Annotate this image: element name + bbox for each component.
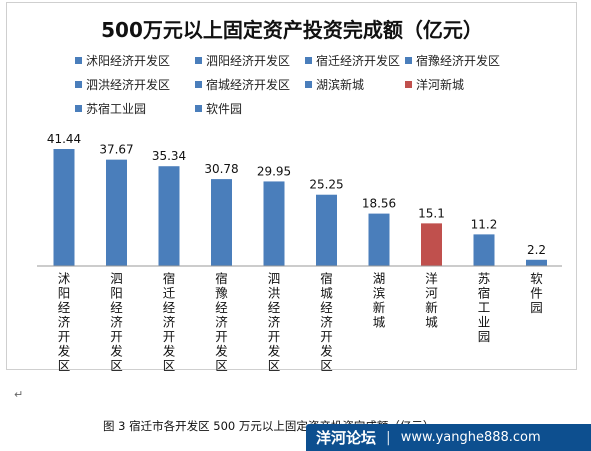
watermark-name: 洋河论坛 [316, 429, 377, 447]
legend-label: 宿豫经济开发区 [416, 53, 500, 68]
legend-swatch [195, 57, 202, 64]
bar [263, 181, 285, 266]
legend-swatch [405, 81, 412, 88]
category-label: 苏宿工业园 [478, 271, 491, 344]
watermark-url: www.yanghe888.com [400, 430, 541, 445]
bar [106, 159, 127, 266]
paragraph-mark: ↵ [14, 388, 24, 401]
legend-label: 洋河新城 [416, 77, 464, 92]
bar [211, 179, 232, 266]
bar-value-label: 15.1 [418, 206, 445, 220]
legend-label: 沭阳经济开发区 [86, 53, 170, 68]
chart-title: 500万元以上固定资产投资完成额（亿元） [101, 18, 483, 42]
legend-swatch [195, 105, 202, 112]
bar [421, 223, 442, 266]
legend-label: 软件园 [206, 102, 242, 116]
legend-swatch [305, 57, 312, 64]
bar-value-label: 30.78 [204, 162, 238, 176]
category-label: 软件园 [530, 271, 543, 315]
bar [316, 194, 337, 266]
bar [368, 213, 390, 266]
legend-label: 宿城经济开发区 [206, 77, 290, 92]
category-label: 宿迁经济开发区 [163, 271, 176, 371]
category-label: 宿豫经济开发区 [215, 271, 228, 371]
value-labels-group: 41.44 37.67 35.34 30.78 29.95 25.25 18.56 15.1 1… [47, 132, 546, 257]
category-label: 宿城经济开发区 [320, 271, 333, 371]
bar-value-label: 11.2 [471, 217, 498, 231]
legend-label: 湖滨新城 [316, 77, 364, 92]
bar-value-label: 35.34 [152, 149, 186, 163]
legend-label: 泗洪经济开发区 [86, 77, 170, 92]
bar [53, 149, 75, 266]
bar [526, 259, 547, 266]
chart-frame: 500万元以上固定资产投资完成额（亿元） 沭阳经济开发区 泗阳经济开发区 宿迁经济开… [6, 2, 577, 371]
legend-swatch [405, 57, 412, 64]
bar-value-label: 2.2 [527, 243, 546, 257]
category-label: 湖滨新城 [373, 271, 386, 330]
legend-swatch [305, 81, 312, 88]
bar-value-label: 25.25 [309, 178, 343, 192]
bar-value-label: 41.44 [47, 132, 81, 146]
bar-value-label: 18.56 [362, 197, 396, 211]
category-labels-group: 沭阳经济开发区 泗阳经济开发区 宿迁经济开发区 宿豫经济开发区 泗洪经济开发区 宿城经济开… [58, 271, 544, 371]
category-label: 洋河新城 [425, 271, 438, 330]
legend-label: 宿迁经济开发区 [316, 53, 400, 68]
category-label: 沭阳经济开发区 [58, 271, 71, 371]
legend-swatch [195, 81, 202, 88]
bar [158, 166, 180, 266]
legend-swatch [75, 81, 82, 88]
bar-value-label: 29.95 [257, 164, 291, 178]
category-label: 泗阳经济开发区 [110, 271, 123, 371]
bar-value-label: 37.67 [99, 143, 133, 157]
legend-label: 苏宿工业园 [86, 101, 146, 116]
bars-group [53, 149, 547, 266]
legend-label: 泗阳经济开发区 [206, 53, 290, 68]
watermark-separator: | [386, 429, 391, 446]
legend-swatch [75, 105, 82, 112]
legend-swatch [75, 57, 82, 64]
category-label: 泗洪经济开发区 [268, 271, 281, 371]
bar-chart: 500万元以上固定资产投资完成额（亿元） 沭阳经济开发区 泗阳经济开发区 宿迁经济开… [37, 18, 562, 371]
bar [473, 234, 495, 266]
watermark-banner: 洋河论坛 | www.yanghe888.com [306, 424, 591, 451]
